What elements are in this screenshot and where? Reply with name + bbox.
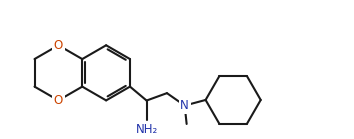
Text: O: O bbox=[54, 39, 63, 52]
Text: N: N bbox=[180, 99, 189, 112]
Text: O: O bbox=[54, 94, 63, 107]
Text: NH₂: NH₂ bbox=[136, 123, 158, 136]
